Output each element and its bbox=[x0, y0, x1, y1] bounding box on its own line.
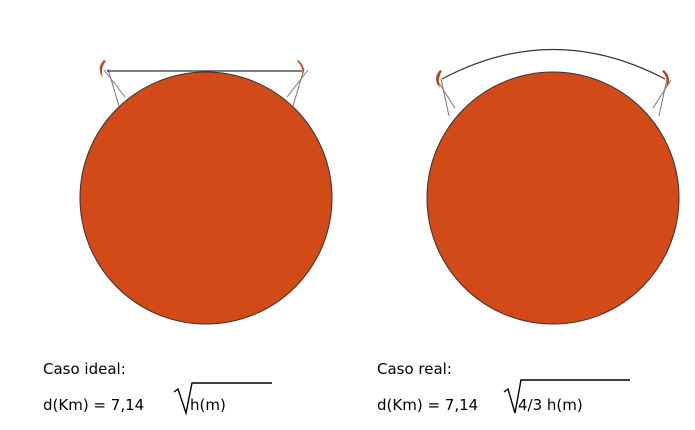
beam-line-real-right-inner bbox=[658, 78, 668, 117]
beam-line-ideal-left-outer bbox=[103, 69, 126, 98]
antenna-dish-icon-real-right bbox=[662, 70, 670, 88]
panel-real bbox=[426, 48, 680, 325]
panel-ideal bbox=[79, 60, 333, 325]
beam-line-real-left-outer bbox=[436, 79, 456, 109]
beam-line-ideal-right-outer bbox=[286, 69, 309, 98]
antenna-dish-icon-ideal-left bbox=[99, 60, 106, 78]
radical-sign-real bbox=[503, 379, 630, 414]
radical-sign-ideal bbox=[173, 382, 272, 416]
earth-circle-real bbox=[426, 71, 680, 325]
beam-line-real-left-inner bbox=[440, 78, 450, 117]
caption-ideal: Caso ideal: bbox=[43, 360, 126, 378]
line-of-sight-path-real bbox=[441, 48, 666, 80]
formula-ideal: d(Km) = 7,14 bbox=[43, 396, 145, 414]
caption-real: Caso real: bbox=[377, 360, 452, 378]
formula-real: d(Km) = 7,14 bbox=[377, 396, 479, 414]
radicand-real: 4/3 h(m) bbox=[518, 396, 583, 414]
beam-line-ideal-left-inner bbox=[107, 68, 120, 107]
antenna-dish-icon-ideal-right bbox=[297, 60, 304, 78]
radicand-ideal: h(m) bbox=[190, 396, 226, 414]
earth-circle-ideal bbox=[79, 71, 333, 325]
antenna-dish-icon-real-left bbox=[436, 70, 442, 88]
